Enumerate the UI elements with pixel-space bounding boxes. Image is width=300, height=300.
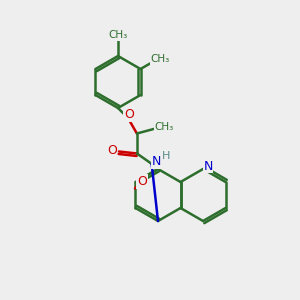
Text: O: O: [137, 175, 147, 188]
Text: CH₃: CH₃: [151, 54, 170, 64]
Text: CH₃: CH₃: [155, 122, 174, 132]
Text: N: N: [203, 160, 213, 172]
Text: CH₃: CH₃: [108, 30, 128, 40]
Text: N: N: [152, 155, 161, 168]
Text: O: O: [124, 108, 134, 122]
Text: H: H: [161, 151, 170, 161]
Text: O: O: [107, 144, 117, 157]
